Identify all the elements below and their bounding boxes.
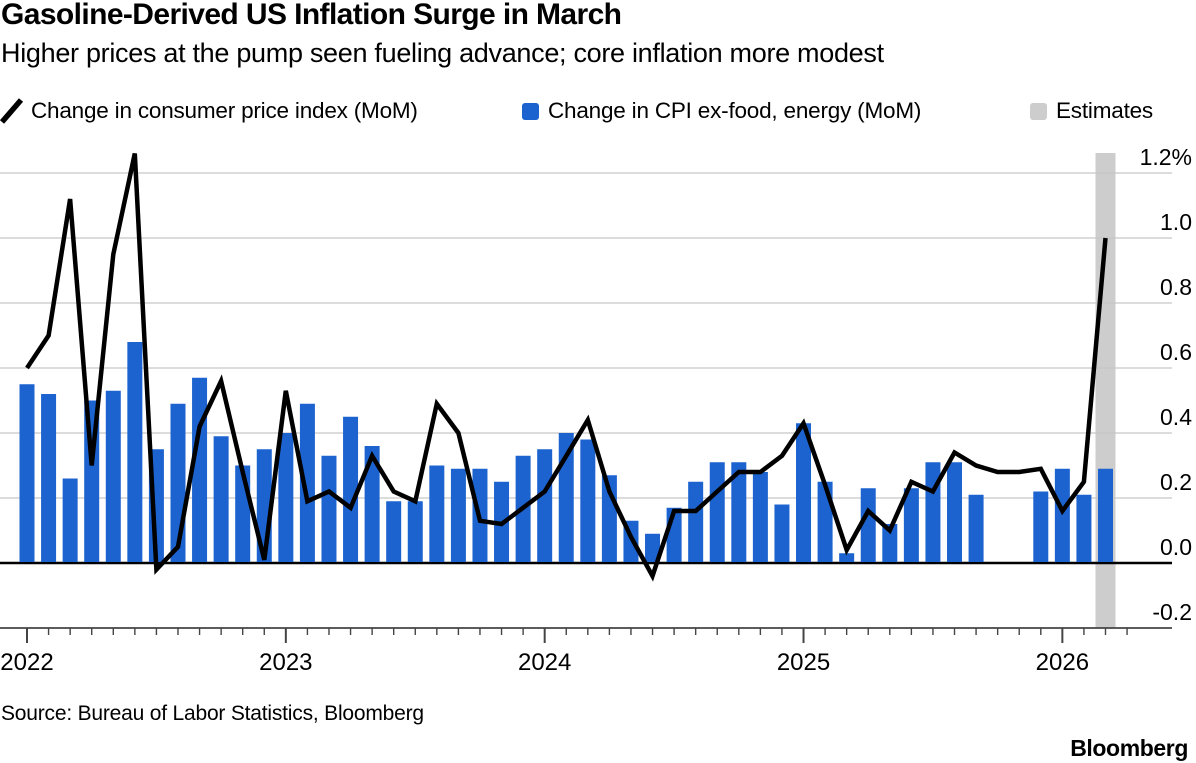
core-cpi-bar — [41, 394, 57, 562]
x-axis-label: 2025 — [777, 649, 830, 676]
core-cpi-bar — [343, 416, 359, 562]
core-cpi-bar — [213, 436, 229, 562]
y-axis-label: -0.2 — [1152, 599, 1192, 625]
legend-item-cpi-line: Change in consumer price index (MoM) — [0, 94, 418, 128]
core-cpi-bar — [752, 472, 768, 562]
x-axis-label: 2023 — [259, 649, 312, 676]
y-axis-label: 0.8 — [1160, 274, 1192, 300]
core-cpi-bar — [1054, 468, 1070, 562]
x-axis-label: 2024 — [518, 649, 571, 676]
core-cpi-bar — [903, 488, 919, 562]
core-cpi-bar — [321, 455, 337, 562]
y-axis-label: 0.4 — [1160, 404, 1192, 430]
y-axis-label: 0.0 — [1160, 534, 1192, 560]
core-cpi-bar — [968, 494, 984, 562]
core-cpi-bar — [450, 468, 466, 562]
core-cpi-bar — [1098, 468, 1113, 562]
bloomberg-logo: Bloomberg — [1070, 735, 1188, 761]
page-title: Gasoline-Derived US Inflation Surge in M… — [1, 0, 622, 31]
core-cpi-bar — [299, 403, 315, 562]
y-axis-label: 0.6 — [1160, 339, 1192, 365]
core-cpi-bar — [62, 478, 78, 562]
cpi-line — [25, 153, 1108, 582]
gray-square-icon — [1030, 102, 1047, 120]
blue-square-icon — [522, 102, 539, 120]
core-cpi-bar — [19, 384, 35, 562]
core-cpi-bar — [386, 501, 402, 562]
legend-label: Change in CPI ex-food, energy (MoM) — [548, 98, 922, 123]
x-axis-label: 2022 — [0, 649, 53, 676]
chart-legend: Change in consumer price index (MoM) Cha… — [0, 94, 1196, 128]
source-note: Source: Bureau of Labor Statistics, Bloo… — [1, 702, 424, 725]
core-cpi-bar — [947, 462, 963, 562]
core-cpi-bar — [580, 439, 596, 562]
core-cpi-bar — [860, 488, 876, 562]
y-axis-label: 1.2% — [1140, 144, 1192, 170]
core-cpi-bar — [537, 449, 553, 562]
core-cpi-bar — [709, 462, 725, 562]
core-cpi-bar — [645, 533, 661, 562]
core-cpi-bar — [925, 462, 941, 562]
core-cpi-bar — [839, 553, 855, 562]
core-cpi-bar — [364, 446, 380, 562]
core-cpi-bar — [882, 524, 898, 562]
core-cpi-bar — [105, 390, 121, 562]
legend-label: Estimates — [1056, 98, 1153, 123]
legend-label: Change in consumer price index (MoM) — [31, 98, 418, 123]
line-sample-icon — [0, 98, 24, 124]
core-cpi-bar — [688, 481, 704, 562]
core-cpi-bar — [731, 462, 747, 562]
core-cpi-bar — [1076, 494, 1092, 562]
core-cpi-bar — [1033, 491, 1049, 562]
y-axis-label: 0.2 — [1160, 469, 1192, 495]
core-cpi-bar — [429, 465, 445, 562]
y-axis-label: 1.0 — [1160, 209, 1192, 235]
page-subtitle: Higher prices at the pump seen fueling a… — [1, 38, 884, 68]
legend-item-estimates: Estimates — [1030, 94, 1153, 128]
x-axis-label: 2026 — [1036, 649, 1089, 676]
core-cpi-bar — [407, 501, 423, 562]
core-cpi-bar — [127, 342, 143, 562]
core-cpi-bar — [278, 433, 294, 562]
core-cpi-bar — [796, 423, 812, 562]
legend-item-core-cpi-bars: Change in CPI ex-food, energy (MoM) — [522, 94, 921, 128]
core-cpi-bar — [774, 504, 790, 562]
core-cpi-bar — [192, 377, 208, 562]
